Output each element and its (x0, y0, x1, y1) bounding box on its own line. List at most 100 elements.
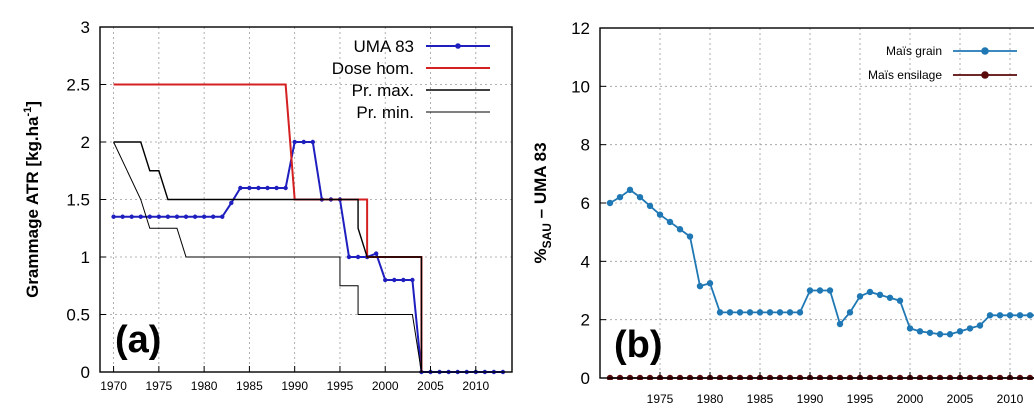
chart-a-xtick-label: 2000 (372, 379, 399, 393)
chart-a-data-point (201, 214, 207, 219)
chart-a-xtick-label: 2005 (417, 379, 444, 393)
chart-a-xtick-label: 1985 (236, 379, 263, 393)
chart-a-xtick-label: 1970 (100, 379, 127, 393)
chart-a-legend-label: UMA 83 (354, 37, 414, 56)
chart-b-data-point (936, 331, 944, 338)
chart-a-data-point (401, 277, 406, 283)
chart-a-data-point (256, 185, 261, 191)
chart-b-ylabel: %SAU – UMA 83 (531, 142, 554, 263)
chart-b-data-point (646, 202, 654, 210)
chart-b-series (606, 186, 1034, 380)
chart-b-ytick-label: 2 (581, 311, 590, 330)
chart-b: 0 2 4 6 8 10 12 1975 1980 1985 1990 1995 2000 2005 201… (531, 19, 1034, 406)
chart-a-data-point (229, 200, 234, 206)
chart-b-data-point (676, 226, 684, 233)
chart-b-data-point (756, 309, 764, 316)
chart-b-legend: Maïs grain Maïs ensilage (868, 44, 1017, 82)
chart-b-data-point (976, 322, 984, 329)
chart-a-data-point (220, 214, 225, 219)
chart-b-data-point (856, 293, 864, 300)
chart-a-ytick-label: 3 (81, 18, 90, 37)
chart-a-data-point (238, 185, 243, 191)
chart-b-data-point (916, 328, 924, 335)
chart-a-data-point (373, 251, 379, 256)
chart-b-xtick-label: 1975 (647, 392, 674, 406)
chart-a-data-point (346, 254, 352, 260)
chart-a-data-point (183, 214, 189, 219)
chart-a-data-point (392, 277, 397, 283)
chart-b-ytick-label: 4 (581, 252, 590, 271)
chart-a-ticks: 0 0.5 1 1.5 2 2.5 3 1970 1975 1980 1985 1990 1995 200… (66, 18, 489, 393)
chart-a-data-point (265, 185, 270, 191)
chart-a-legend-label: Pr. min. (356, 103, 414, 122)
chart-b-data-point (996, 312, 1004, 319)
chart-a-legend: UMA 83 Dose hom. Pr. max. Pr. min. (332, 37, 490, 122)
chart-a-data-point (383, 277, 388, 283)
chart-a-data-point (156, 214, 162, 219)
chart-a-data-point (165, 214, 171, 219)
chart-a-legend-marker (455, 43, 461, 49)
chart-a-data-point (210, 214, 216, 219)
chart-a-data-point (192, 214, 198, 219)
chart-b-data-point (906, 325, 914, 332)
chart-b-ytick-label: 8 (581, 136, 590, 155)
chart-a-xtick-label: 2010 (462, 379, 489, 393)
chart-b-xtick-label: 2005 (947, 392, 974, 406)
chart-b-data-point (606, 199, 614, 207)
chart-b-data-point (716, 309, 724, 316)
chart-b-xtick-label: 2010 (997, 392, 1024, 406)
chart-a-xtick-label: 1980 (191, 379, 218, 393)
chart-a-data-point (355, 254, 361, 260)
chart-a-data-point (174, 214, 180, 219)
chart-b-data-point (1006, 312, 1014, 319)
chart-b-xtick-label: 1995 (847, 392, 874, 406)
chart-a-data-point (138, 214, 143, 219)
chart-b-data-point (696, 282, 704, 290)
chart-b-legend-label: Maïs ensilage (868, 68, 942, 82)
chart-b-ytick-label: 0 (581, 369, 590, 388)
chart-b-xtick-label: 2000 (897, 392, 924, 406)
chart-b-data-point (966, 325, 974, 332)
chart-a-data-point (310, 139, 315, 145)
chart-b-series-line (609, 188, 1034, 336)
chart-a: 0 0.5 1 1.5 2 2.5 3 1970 1975 1980 1985 1990 1995 200… (22, 18, 513, 393)
chart-a-ytick-label: 2 (81, 133, 90, 152)
chart-b-data-point (766, 309, 774, 316)
chart-a-ytick-label: 1 (81, 248, 90, 267)
chart-a-ylabel-main: Grammage ATR [kg.ha (23, 116, 42, 298)
chart-b-ylabel-sub: SAU (540, 223, 554, 248)
chart-a-ylabel-sup: -1 (22, 107, 34, 117)
chart-b-panel-label: (b) (614, 324, 663, 366)
chart-b-data-point (796, 309, 804, 316)
chart-b-data-point (826, 287, 834, 294)
chart-b-data-point (846, 309, 854, 316)
chart-a-series-line (113, 141, 423, 372)
chart-b-xtick-label: 1990 (797, 392, 824, 406)
chart-a-ylabel-end: ] (23, 101, 42, 107)
chart-a-ytick-label: 0.5 (66, 306, 90, 325)
chart-b-data-point (636, 193, 644, 201)
chart-b-ytick-label: 10 (571, 77, 590, 96)
chart-a-ytick-label: 1.5 (66, 191, 90, 210)
chart-b-ytick-label: 6 (581, 194, 590, 213)
chart-b-data-point (926, 329, 934, 336)
chart-a-data-point (292, 139, 297, 145)
chart-a-data-point (410, 277, 415, 283)
chart-a-legend-label: Pr. max. (352, 81, 414, 100)
chart-b-ticks: 0 2 4 6 8 10 12 1975 1980 1985 1990 1995 2000 2005 201… (571, 19, 1024, 406)
chart-b-data-point (666, 218, 674, 226)
chart-a-data-point (147, 214, 153, 219)
chart-a-xtick-label: 1995 (327, 379, 354, 393)
chart-a-data-point (247, 185, 252, 191)
chart-a-data-point (274, 185, 279, 191)
chart-b-data-point (746, 309, 754, 316)
chart-b-ylabel-prefix: % (531, 248, 550, 263)
chart-a-ytick-label: 2.5 (66, 76, 90, 95)
chart-b-data-point (876, 291, 884, 299)
chart-b-legend-marker (981, 71, 989, 79)
chart-a-ylabel: Grammage ATR [kg.ha-1] (22, 101, 42, 298)
chart-b-legend-marker (981, 47, 989, 55)
chart-a-data-point (301, 139, 306, 145)
chart-b-xtick-label: 1980 (697, 392, 724, 406)
